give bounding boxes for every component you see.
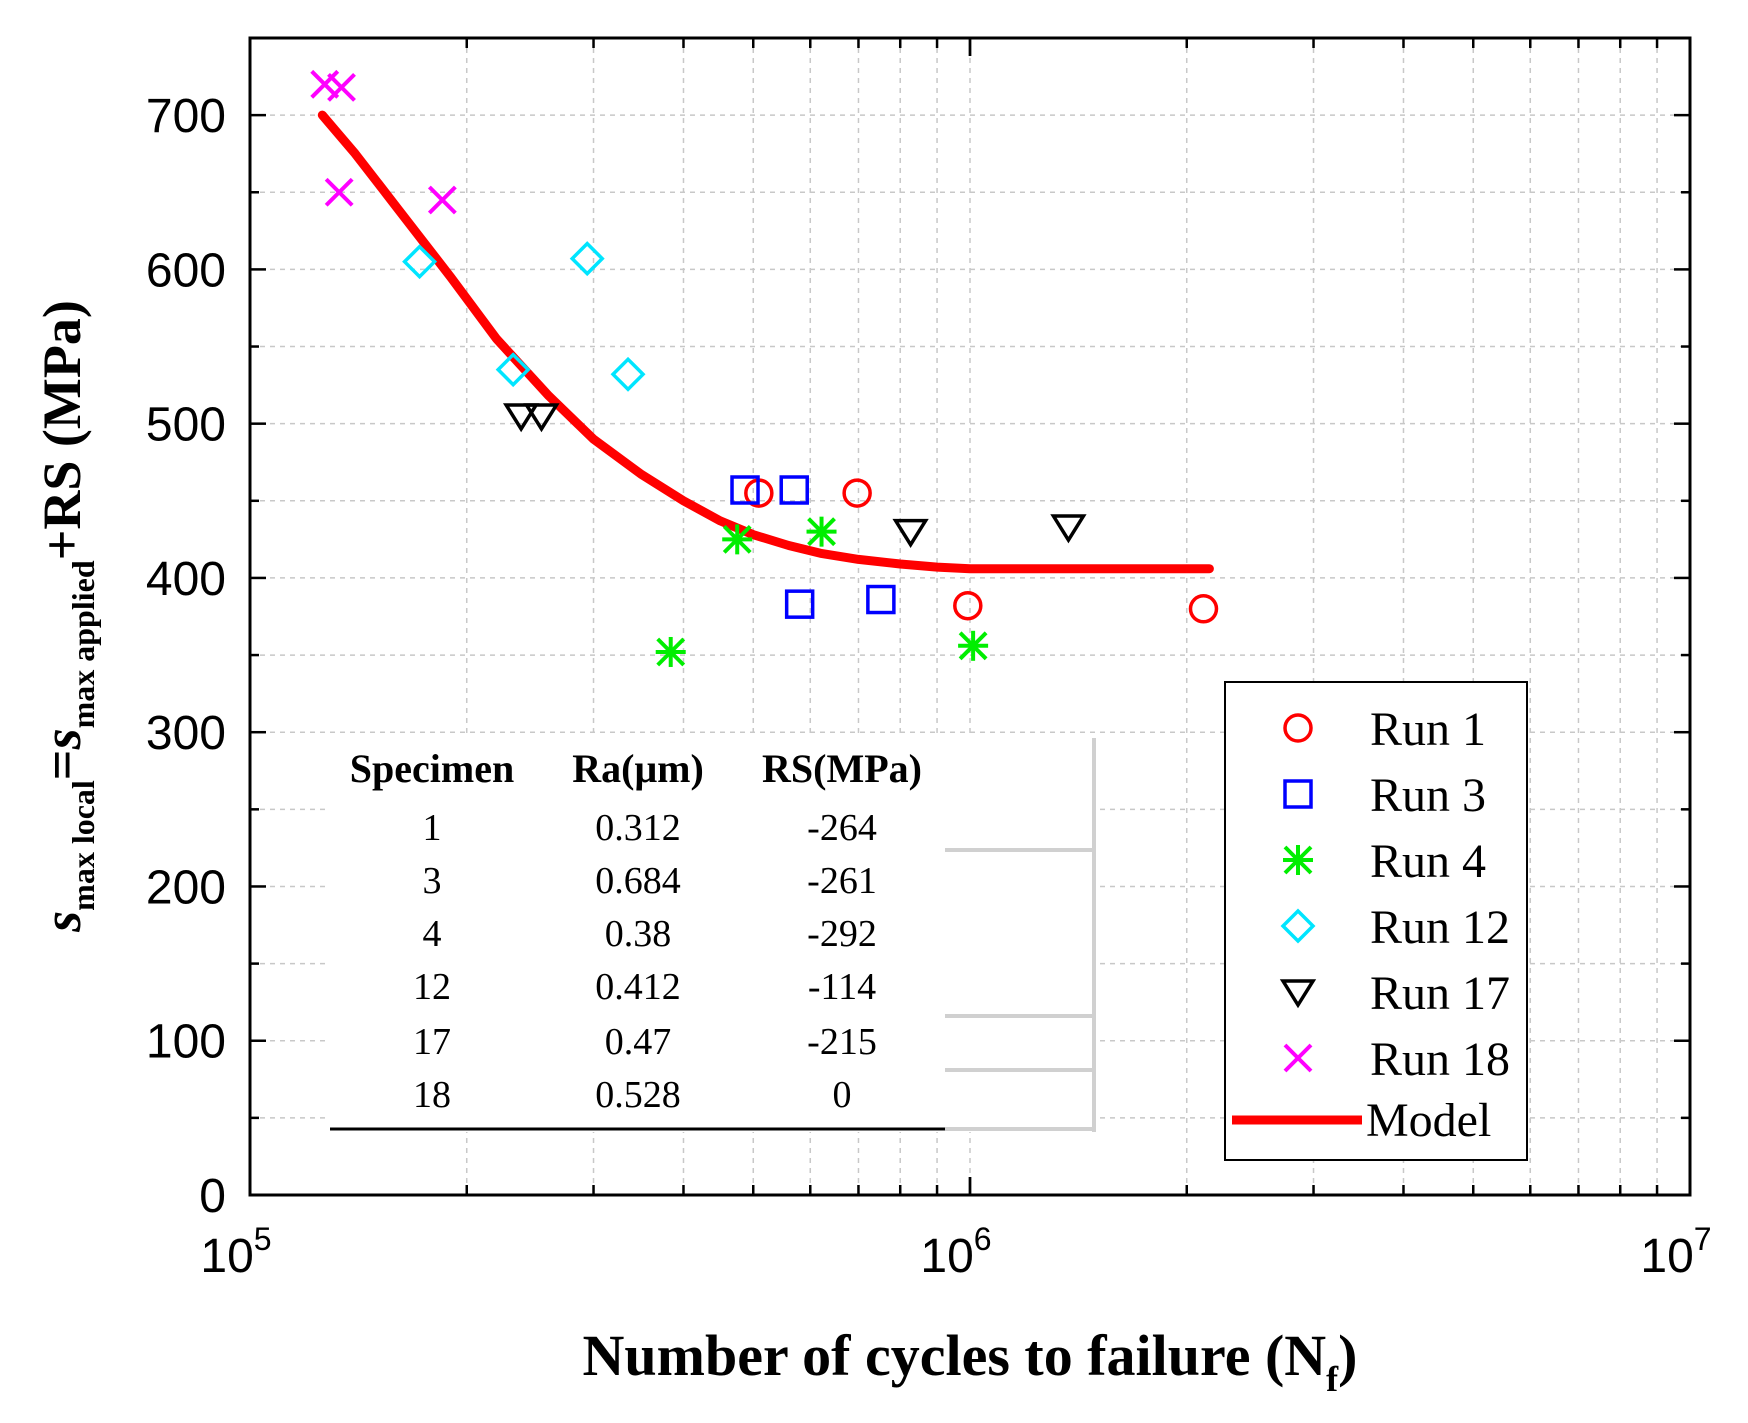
point-run-18-stroke xyxy=(427,185,457,215)
inset-table-bg xyxy=(330,738,1094,1132)
x-tick-label: 107 xyxy=(1640,1221,1711,1283)
legend-marker-run-4-stroke xyxy=(1283,845,1313,875)
legend-box xyxy=(1224,681,1528,1161)
legend-label: Run 1 xyxy=(1370,703,1486,756)
legend-label: Run 12 xyxy=(1370,901,1510,954)
y-tick-label: 600 xyxy=(146,244,226,297)
table-cell: 12 xyxy=(413,966,451,1008)
table-header-ra: Ra(μm) xyxy=(572,746,704,791)
point-run-18-stroke xyxy=(324,177,354,207)
table-cell: -114 xyxy=(808,966,876,1008)
table-cell: 0 xyxy=(833,1074,852,1116)
point-run-17 xyxy=(892,518,929,548)
point-run-1 xyxy=(1188,594,1219,624)
table-header-specimen: Specimen xyxy=(350,746,514,791)
model-curve xyxy=(317,110,1214,574)
point-run-4 xyxy=(958,630,989,661)
legend-marker-run-17 xyxy=(1279,979,1317,1009)
point-run-3 xyxy=(730,475,760,505)
y-tick-label: 700 xyxy=(146,90,226,143)
legend-marker-run-18 xyxy=(1283,1043,1313,1073)
x-tick-label: 106 xyxy=(920,1221,991,1283)
point-run-4 xyxy=(806,516,837,547)
table-cell: 0.412 xyxy=(595,966,681,1008)
point-run-17 xyxy=(1050,514,1087,544)
legend-label: Run 4 xyxy=(1370,835,1486,888)
table-cell: 0.47 xyxy=(605,1021,672,1063)
y-axis-label: smax local=smax applied+RS (MPa) xyxy=(32,300,101,933)
legend-marker-run-18-stroke xyxy=(1283,1043,1313,1073)
point-run-1 xyxy=(842,478,872,508)
legend-label: Run 17 xyxy=(1370,967,1510,1020)
table-cell: -292 xyxy=(807,913,877,955)
point-run-17 xyxy=(523,403,560,433)
x-tick-label: 105 xyxy=(200,1221,271,1283)
table-cell: -264 xyxy=(807,807,877,849)
point-run-18 xyxy=(327,72,356,102)
point-run-4 xyxy=(722,524,753,555)
y-tick-label: 200 xyxy=(146,861,226,914)
y-tick-label: 0 xyxy=(199,1170,226,1223)
markers xyxy=(310,69,1219,667)
point-run-4-stroke xyxy=(656,637,686,667)
point-run-4-stroke xyxy=(807,517,836,547)
table-cell: 3 xyxy=(423,860,442,902)
point-run-18 xyxy=(427,185,457,215)
point-run-3 xyxy=(779,475,809,505)
legend-marker-run-12 xyxy=(1280,908,1316,944)
point-run-12 xyxy=(495,352,531,388)
x-axis-label: Number of cycles to failure (Nf) xyxy=(583,1323,1358,1399)
legend-items: Run 1 Run 3 Run 4 Run 12 Run 17 Run 18 Model xyxy=(1232,703,1510,1147)
legend-label: Model xyxy=(1366,1094,1491,1147)
inset-table: Specimen Ra(μm) RS(MPa) 1 0.312 -264 3 0.684… xyxy=(330,738,1096,1132)
y-tick-label: 500 xyxy=(146,399,226,452)
table-cell: 0.38 xyxy=(605,913,672,955)
table-cell: 17 xyxy=(413,1021,451,1063)
ticks xyxy=(248,36,1692,1197)
legend-marker-run-4 xyxy=(1283,845,1313,875)
point-run-18-stroke xyxy=(327,72,356,102)
ytick-labels: 0 100 200 300 400 500 600 700 xyxy=(146,90,226,1223)
point-run-17 xyxy=(502,403,540,433)
y-tick-label: 100 xyxy=(146,1016,226,1069)
legend: Run 1 Run 3 Run 4 Run 12 Run 17 Run 18 Model xyxy=(1224,681,1528,1161)
point-run-3 xyxy=(784,589,815,619)
y-tick-label: 300 xyxy=(146,707,226,760)
x-axis-label-sub: f xyxy=(1326,1359,1339,1399)
point-run-12 xyxy=(402,244,438,280)
legend-label: Run 18 xyxy=(1370,1033,1510,1086)
table-cell: 1 xyxy=(423,807,442,849)
point-run-12 xyxy=(569,241,605,277)
point-run-12 xyxy=(610,356,646,392)
table-rows: 1 0.312 -264 3 0.684 -261 4 0.38 -292 12 0.412 -114… xyxy=(413,807,877,1116)
point-run-4 xyxy=(655,636,686,667)
table-cell: 0.528 xyxy=(595,1074,681,1116)
point-run-18 xyxy=(324,177,354,207)
point-run-4-stroke xyxy=(958,631,988,661)
legend-label: Run 3 xyxy=(1370,769,1486,822)
y-tick-label: 400 xyxy=(146,553,226,606)
point-run-3 xyxy=(866,584,896,615)
legend-marker-run-1 xyxy=(1283,713,1313,743)
table-cell: 0.684 xyxy=(595,860,681,902)
table-cell: 4 xyxy=(423,913,442,955)
legend-marker-run-3 xyxy=(1283,779,1313,809)
point-run-4-stroke xyxy=(722,524,752,554)
point-run-18-stroke xyxy=(310,69,340,99)
table-cell: -215 xyxy=(807,1021,877,1063)
point-run-1 xyxy=(953,590,983,621)
table-cell: 0.312 xyxy=(595,807,681,849)
table-cell: 18 xyxy=(413,1074,451,1116)
xtick-labels: 105 106 107 xyxy=(200,1221,1711,1283)
table-cell: -261 xyxy=(807,860,877,902)
model-layer xyxy=(317,110,1214,574)
table-header-rs: RS(MPa) xyxy=(762,746,922,791)
